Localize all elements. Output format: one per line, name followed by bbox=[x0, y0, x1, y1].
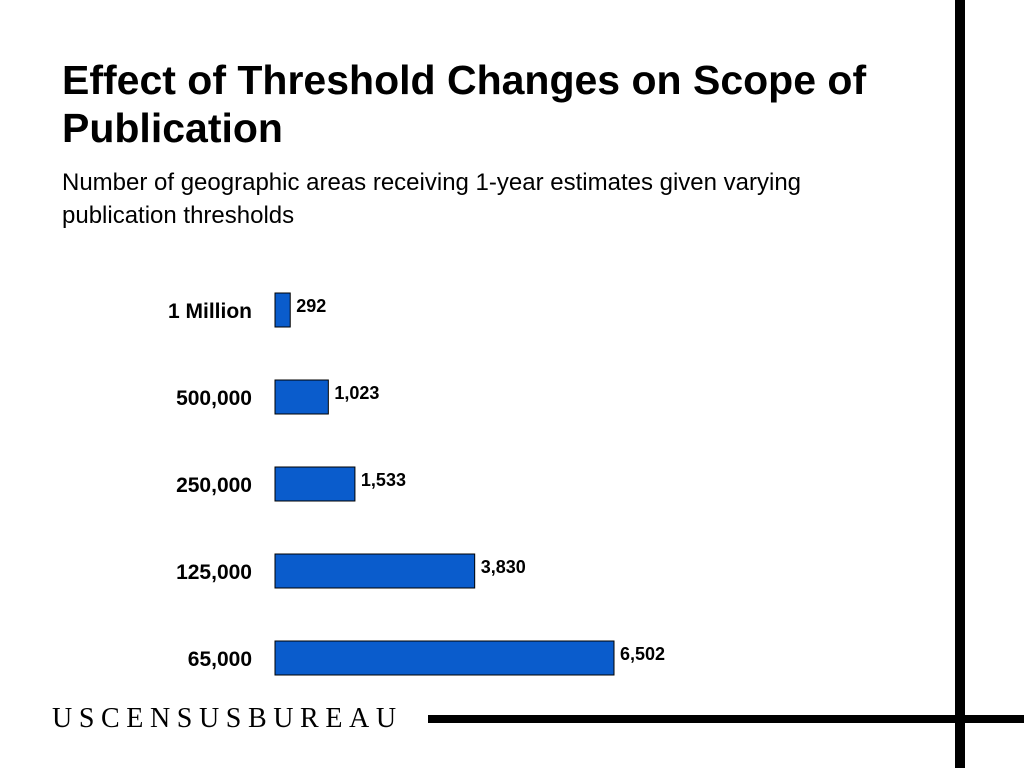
bar bbox=[274, 466, 356, 502]
value-label: 292 bbox=[296, 296, 326, 316]
bar-chart: 1 Million 292 500,000 1,023 250,000 1,533 125,… bbox=[168, 292, 665, 676]
footer-rule bbox=[428, 715, 1024, 723]
bar bbox=[274, 379, 329, 415]
page-subtitle: Number of geographic areas receiving 1-y… bbox=[62, 169, 802, 229]
right-vertical-rule bbox=[955, 0, 965, 768]
value-label: 1,533 bbox=[361, 470, 406, 490]
page-title: Effect of Threshold Changes on Scope of … bbox=[62, 57, 867, 151]
bar bbox=[274, 553, 476, 589]
value-label: 1,023 bbox=[334, 383, 379, 403]
census-bureau-logo: USCENSUSBUREAU bbox=[52, 703, 403, 734]
value-label: 6,502 bbox=[620, 644, 665, 664]
category-label: 125,000 bbox=[176, 561, 252, 584]
category-label: 500,000 bbox=[176, 387, 252, 410]
category-label: 250,000 bbox=[176, 474, 252, 497]
value-label: 3,830 bbox=[481, 557, 526, 577]
category-label: 1 Million bbox=[168, 300, 252, 323]
category-label: 65,000 bbox=[188, 648, 252, 671]
bar bbox=[274, 292, 291, 328]
bar bbox=[274, 640, 615, 676]
